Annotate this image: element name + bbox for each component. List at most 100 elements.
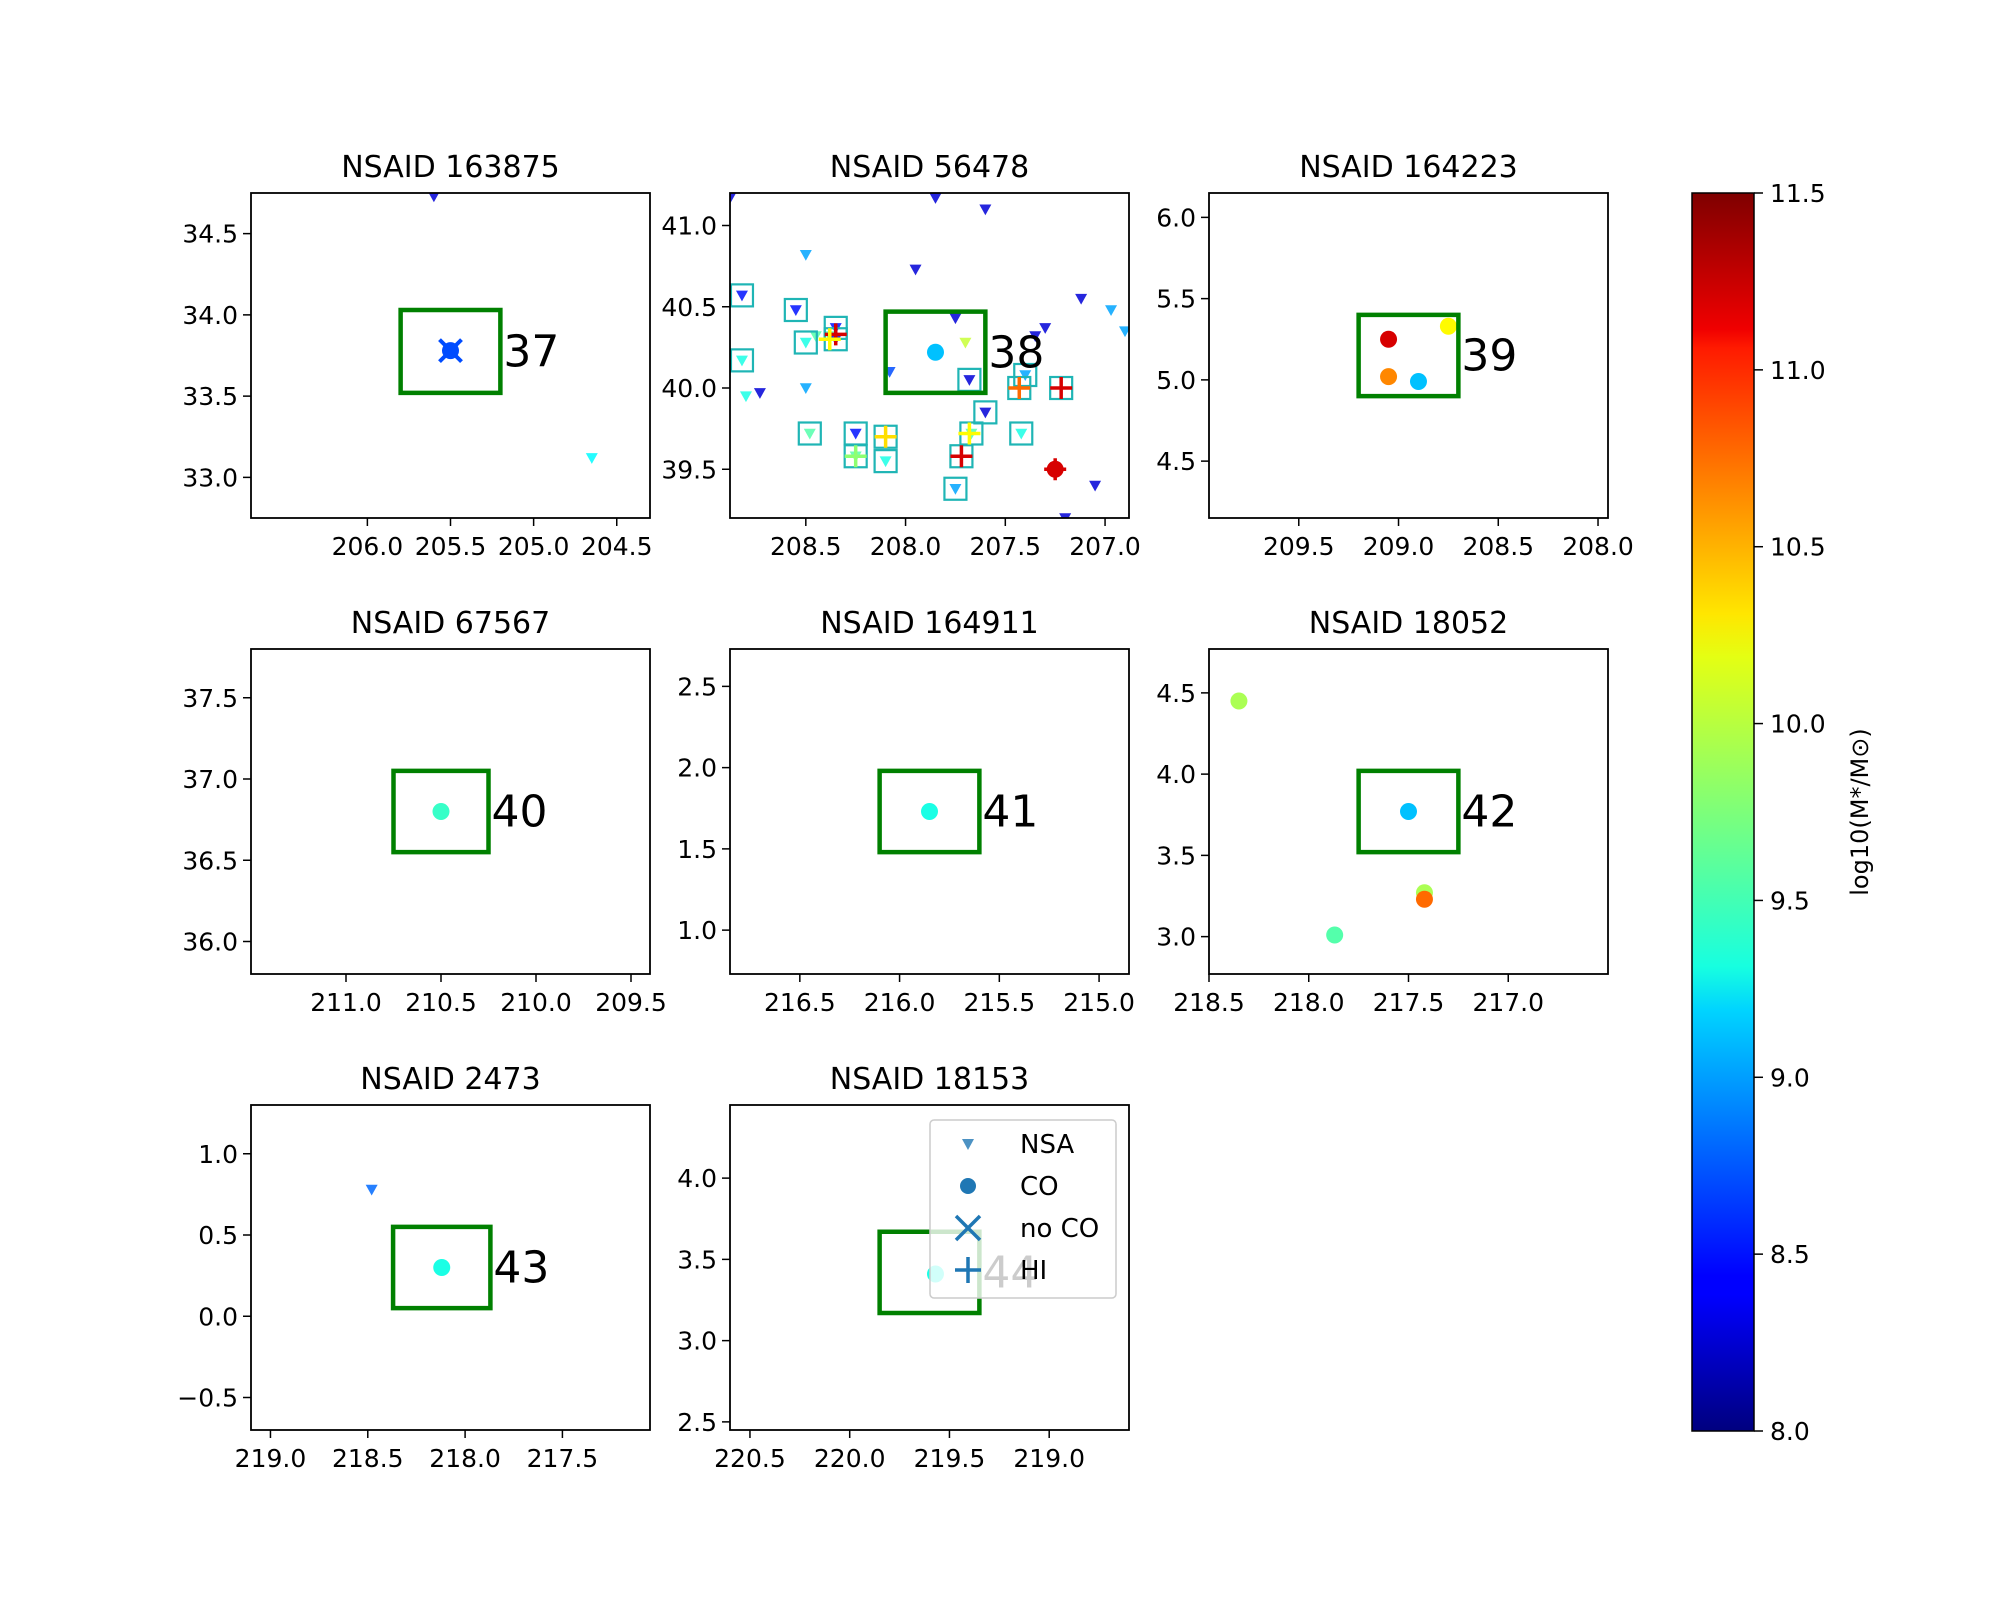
field-number: 39 xyxy=(1461,331,1517,382)
x-tick-label: 216.0 xyxy=(864,988,936,1017)
x-tick-label: 209.5 xyxy=(1263,532,1335,561)
panel: NSAID 18052 218.5 218.0 217.5 217.0 3.0 3.5 4.0… xyxy=(1156,606,1609,1017)
field-number: 37 xyxy=(503,326,559,377)
panel-plot-area xyxy=(1230,692,1433,944)
x-tick-label: 219.0 xyxy=(235,1444,307,1473)
x-tick-label: 218.0 xyxy=(429,1444,501,1473)
colorbar: 8.0 8.5 9.0 9.5 10.0 10.5 11.0 11.5 log10(M*/M⊙… xyxy=(1691,179,1874,1446)
nsa-marker xyxy=(1105,305,1118,316)
field-number: 40 xyxy=(492,787,548,838)
y-tick-label: 1.0 xyxy=(677,916,717,945)
x-tick-label: 220.0 xyxy=(814,1444,886,1473)
y-tick-label: 3.5 xyxy=(677,1245,717,1274)
field-box xyxy=(391,768,491,855)
co-marker xyxy=(1439,317,1457,335)
colorbar-tick-label: 9.5 xyxy=(1770,886,1810,915)
nsa-marker xyxy=(428,193,440,203)
x-tick-label: 206.0 xyxy=(332,532,404,561)
nsa-marker xyxy=(1089,480,1102,492)
colorbar-tick-label: 11.5 xyxy=(1770,179,1826,208)
x-tick-label: 215.0 xyxy=(1063,988,1135,1017)
nsa-box-marker xyxy=(1009,421,1034,446)
co-marker xyxy=(926,343,944,361)
legend-hi-marker xyxy=(955,1257,981,1283)
panel-plot-area xyxy=(730,193,1129,518)
colorbar-gradient xyxy=(1691,192,1755,1432)
nsa-marker xyxy=(799,337,812,349)
x-tick-label: 211.0 xyxy=(310,988,382,1017)
x-tick-label: 205.5 xyxy=(415,532,487,561)
nsa-marker xyxy=(979,204,992,216)
colorbar-ticks: 8.0 8.5 9.0 9.5 10.0 10.5 11.0 11.5 xyxy=(1754,179,1826,1446)
legend: NSA CO no CO HI xyxy=(929,1119,1117,1299)
x-tick-label: 208.0 xyxy=(1562,532,1634,561)
co-marker xyxy=(433,1259,451,1276)
panel-frame xyxy=(729,192,1130,519)
hi-marker xyxy=(818,328,841,351)
hi-marker xyxy=(950,445,973,468)
y-tick-label: 1.0 xyxy=(198,1140,238,1169)
y-tick-label: 5.5 xyxy=(1156,285,1196,314)
nsa-marker xyxy=(365,1184,378,1196)
x-tick-label: 208.5 xyxy=(1462,532,1534,561)
panel-title: NSAID 18052 xyxy=(1309,606,1508,641)
nsa-box-marker xyxy=(730,283,755,308)
y-tick-label: 2.5 xyxy=(677,672,717,701)
legend-entry-label: no CO xyxy=(1020,1214,1099,1244)
x-tick-label: 218.0 xyxy=(1273,988,1345,1017)
y-tick-label: 3.0 xyxy=(1156,923,1196,952)
x-tick-label: 207.0 xyxy=(1069,532,1141,561)
nsa-marker xyxy=(799,249,812,261)
y-tick-label: 4.5 xyxy=(1156,679,1196,708)
y-tick-label: 36.0 xyxy=(182,928,238,957)
y-tick-label: 2.5 xyxy=(677,1408,717,1437)
panel-frame xyxy=(1208,192,1609,519)
colorbar-tick-label: 10.0 xyxy=(1770,710,1826,739)
y-tick-label: 3.0 xyxy=(677,1327,717,1356)
nsa-marker xyxy=(585,453,598,464)
x-tick-label: 210.5 xyxy=(405,988,477,1017)
x-tick-label: 220.5 xyxy=(714,1444,786,1473)
nsa-box-marker xyxy=(730,348,755,373)
panel-title: NSAID 2473 xyxy=(360,1062,540,1097)
nsa-marker xyxy=(753,388,766,399)
x-tick-label: 219.0 xyxy=(1013,1444,1085,1473)
legend-entry-label: HI xyxy=(1020,1256,1047,1286)
co-marker xyxy=(1380,368,1398,386)
nsa-marker xyxy=(1119,326,1129,338)
y-tick-label: 0.0 xyxy=(198,1302,238,1331)
co-marker xyxy=(432,803,450,820)
y-tick-label: 34.5 xyxy=(182,220,238,249)
nsa-marker xyxy=(1059,513,1072,518)
co-marker xyxy=(1409,373,1427,390)
nsa-marker xyxy=(929,193,942,204)
co-marker xyxy=(1400,803,1417,820)
y-tick-label: 4.0 xyxy=(677,1164,717,1193)
panel-title: NSAID 164223 xyxy=(1299,150,1518,185)
y-tick-label: 1.5 xyxy=(677,835,717,864)
y-tick-label: 40.0 xyxy=(661,374,717,403)
panel: NSAID 67567 211.0 210.5 210.0 209.5 36.0 36.5 3… xyxy=(182,606,666,1017)
y-tick-label: 41.0 xyxy=(661,212,717,241)
panel-frame xyxy=(250,1104,651,1431)
field-box xyxy=(883,309,988,396)
panel: NSAID 2473 219.0 218.5 218.0 217.5 −0.5 0.0 0.5… xyxy=(177,1062,651,1473)
nsa-marker xyxy=(1039,323,1052,334)
nsa-marker xyxy=(1019,370,1032,381)
y-tick-label: 3.5 xyxy=(1156,841,1196,870)
field-number: 43 xyxy=(493,1243,549,1294)
colorbar-label: log10(M*/M⊙) xyxy=(1846,728,1874,895)
field-box xyxy=(398,307,503,396)
legend-entry-label: NSA xyxy=(1020,1130,1074,1160)
nsa-box-marker xyxy=(943,476,968,501)
colorbar-tick-label: 9.0 xyxy=(1770,1063,1810,1092)
x-tick-label: 216.5 xyxy=(764,988,836,1017)
nsa-box-marker xyxy=(797,421,822,446)
hi-marker xyxy=(1050,377,1073,399)
x-tick-label: 205.0 xyxy=(498,532,570,561)
nsa-marker xyxy=(963,375,976,386)
hi-marker xyxy=(958,422,981,445)
panel-title: NSAID 18153 xyxy=(830,1062,1029,1097)
field-box xyxy=(877,768,982,855)
hi-marker xyxy=(874,425,897,448)
